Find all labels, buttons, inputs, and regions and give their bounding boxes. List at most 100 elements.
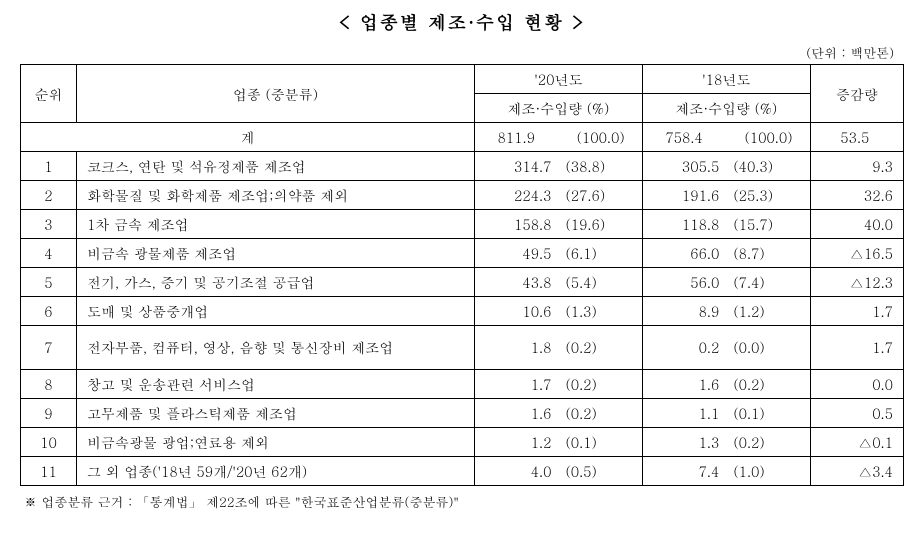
- rank-cell: 4: [21, 239, 77, 268]
- value18-cell: 7.4: [642, 457, 729, 486]
- delta-cell: 0.5: [810, 399, 903, 428]
- rank-cell: 10: [21, 428, 77, 457]
- value20-cell: 1.7: [474, 370, 561, 399]
- pct18-cell: (1.0): [729, 457, 810, 486]
- value18-cell: 66.0: [642, 239, 729, 268]
- header-amount20: 제조·수입량 (%): [474, 94, 642, 123]
- table-row: 11그 외 업종('18년 59개/'20년 62개)4.0(0.5)7.4(1…: [21, 457, 904, 486]
- pct18-cell: (0.2): [729, 370, 810, 399]
- rank-cell: 7: [21, 326, 77, 370]
- total-v20: 811.9: [474, 123, 561, 152]
- value20-cell: 10.6: [474, 297, 561, 326]
- rank-cell: 8: [21, 370, 77, 399]
- category-cell: 고무제품 및 플라스틱제품 제조업: [76, 399, 474, 428]
- delta-cell: 9.3: [810, 152, 903, 181]
- value20-cell: 4.0: [474, 457, 561, 486]
- value18-cell: 1.1: [642, 399, 729, 428]
- rank-cell: 1: [21, 152, 77, 181]
- value20-cell: 224.3: [474, 181, 561, 210]
- total-label: 계: [21, 123, 475, 152]
- delta-cell: 1.7: [810, 297, 903, 326]
- table-row: 6도매 및 상품중개업10.6(1.3)8.9(1.2)1.7: [21, 297, 904, 326]
- pct18-cell: (1.2): [729, 297, 810, 326]
- value20-cell: 158.8: [474, 210, 561, 239]
- category-cell: 비금속광물 광업;연료용 제외: [76, 428, 474, 457]
- value18-cell: 191.6: [642, 181, 729, 210]
- delta-cell: △12.3: [810, 268, 903, 297]
- table-row: 31차 금속 제조업158.8(19.6)118.8(15.7)40.0: [21, 210, 904, 239]
- pct18-cell: (25.3): [729, 181, 810, 210]
- pct18-cell: (15.7): [729, 210, 810, 239]
- rank-cell: 9: [21, 399, 77, 428]
- pct20-cell: (19.6): [561, 210, 642, 239]
- pct20-cell: (5.4): [561, 268, 642, 297]
- category-cell: 전기, 가스, 증기 및 공기조절 공급업: [76, 268, 474, 297]
- delta-cell: 1.7: [810, 326, 903, 370]
- table-row: 9고무제품 및 플라스틱제품 제조업1.6(0.2)1.1(0.1)0.5: [21, 399, 904, 428]
- header-amount18: 제조·수입량 (%): [642, 94, 810, 123]
- pct20-cell: (27.6): [561, 181, 642, 210]
- header-delta: 증감량: [810, 65, 903, 123]
- unit-label: (단위 : 백만톤): [20, 43, 904, 62]
- rank-cell: 2: [21, 181, 77, 210]
- value20-cell: 1.8: [474, 326, 561, 370]
- pct20-cell: (0.2): [561, 399, 642, 428]
- value18-cell: 1.6: [642, 370, 729, 399]
- rank-cell: 3: [21, 210, 77, 239]
- value18-cell: 118.8: [642, 210, 729, 239]
- table-row: 5전기, 가스, 증기 및 공기조절 공급업43.8(5.4)56.0(7.4)…: [21, 268, 904, 297]
- pct18-cell: (8.7): [729, 239, 810, 268]
- category-cell: 1차 금속 제조업: [76, 210, 474, 239]
- category-cell: 화학물질 및 화학제품 제조업;의약품 제외: [76, 181, 474, 210]
- pct18-cell: (0.1): [729, 399, 810, 428]
- delta-cell: 0.0: [810, 370, 903, 399]
- pct18-cell: (7.4): [729, 268, 810, 297]
- pct20-cell: (1.3): [561, 297, 642, 326]
- value18-cell: 1.3: [642, 428, 729, 457]
- footnote: ※ 업종분류 근거 : 「통계법」 제22조에 따른 "한국표준산업분류(중분류…: [20, 492, 904, 511]
- delta-cell: △0.1: [810, 428, 903, 457]
- pct18-cell: (0.0): [729, 326, 810, 370]
- pct20-cell: (0.5): [561, 457, 642, 486]
- value18-cell: 8.9: [642, 297, 729, 326]
- table-row: 10비금속광물 광업;연료용 제외1.2(0.1)1.3(0.2)△0.1: [21, 428, 904, 457]
- value20-cell: 314.7: [474, 152, 561, 181]
- value20-cell: 1.2: [474, 428, 561, 457]
- rank-cell: 11: [21, 457, 77, 486]
- value20-cell: 49.5: [474, 239, 561, 268]
- pct20-cell: (0.1): [561, 428, 642, 457]
- table-row: 8창고 및 운송관련 서비스업1.7(0.2)1.6(0.2)0.0: [21, 370, 904, 399]
- pct18-cell: (40.3): [729, 152, 810, 181]
- rank-cell: 5: [21, 268, 77, 297]
- header-rank: 순위: [21, 65, 77, 123]
- table-row: 4비금속 광물제품 제조업49.5(6.1)66.0(8.7)△16.5: [21, 239, 904, 268]
- category-cell: 비금속 광물제품 제조업: [76, 239, 474, 268]
- pct20-cell: (0.2): [561, 370, 642, 399]
- pct20-cell: (38.8): [561, 152, 642, 181]
- category-cell: 도매 및 상품중개업: [76, 297, 474, 326]
- header-category: 업종 (중분류): [76, 65, 474, 123]
- value18-cell: 0.2: [642, 326, 729, 370]
- table-row: 1코크스, 연탄 및 석유정제품 제조업314.7(38.8)305.5(40.…: [21, 152, 904, 181]
- page-title: < 업종별 제조·수입 현황 >: [20, 10, 904, 35]
- delta-cell: △3.4: [810, 457, 903, 486]
- delta-cell: 32.6: [810, 181, 903, 210]
- total-row: 계 811.9 (100.0) 758.4 (100.0) 53.5: [21, 123, 904, 152]
- pct18-cell: (0.2): [729, 428, 810, 457]
- total-v18: 758.4: [642, 123, 729, 152]
- total-p18: (100.0): [729, 123, 810, 152]
- value20-cell: 1.6: [474, 399, 561, 428]
- category-cell: 전자부품, 컴퓨터, 영상, 음향 및 통신장비 제조업: [76, 326, 474, 370]
- value18-cell: 56.0: [642, 268, 729, 297]
- header-year18: '18년도: [642, 65, 810, 94]
- header-year20: '20년도: [474, 65, 642, 94]
- category-cell: 창고 및 운송관련 서비스업: [76, 370, 474, 399]
- delta-cell: 40.0: [810, 210, 903, 239]
- total-delta: 53.5: [810, 123, 903, 152]
- data-table: 순위 업종 (중분류) '20년도 '18년도 증감량 제조·수입량 (%) 제…: [20, 64, 904, 486]
- category-cell: 그 외 업종('18년 59개/'20년 62개): [76, 457, 474, 486]
- value18-cell: 305.5: [642, 152, 729, 181]
- table-row: 7전자부품, 컴퓨터, 영상, 음향 및 통신장비 제조업1.8(0.2)0.2…: [21, 326, 904, 370]
- delta-cell: △16.5: [810, 239, 903, 268]
- total-p20: (100.0): [561, 123, 642, 152]
